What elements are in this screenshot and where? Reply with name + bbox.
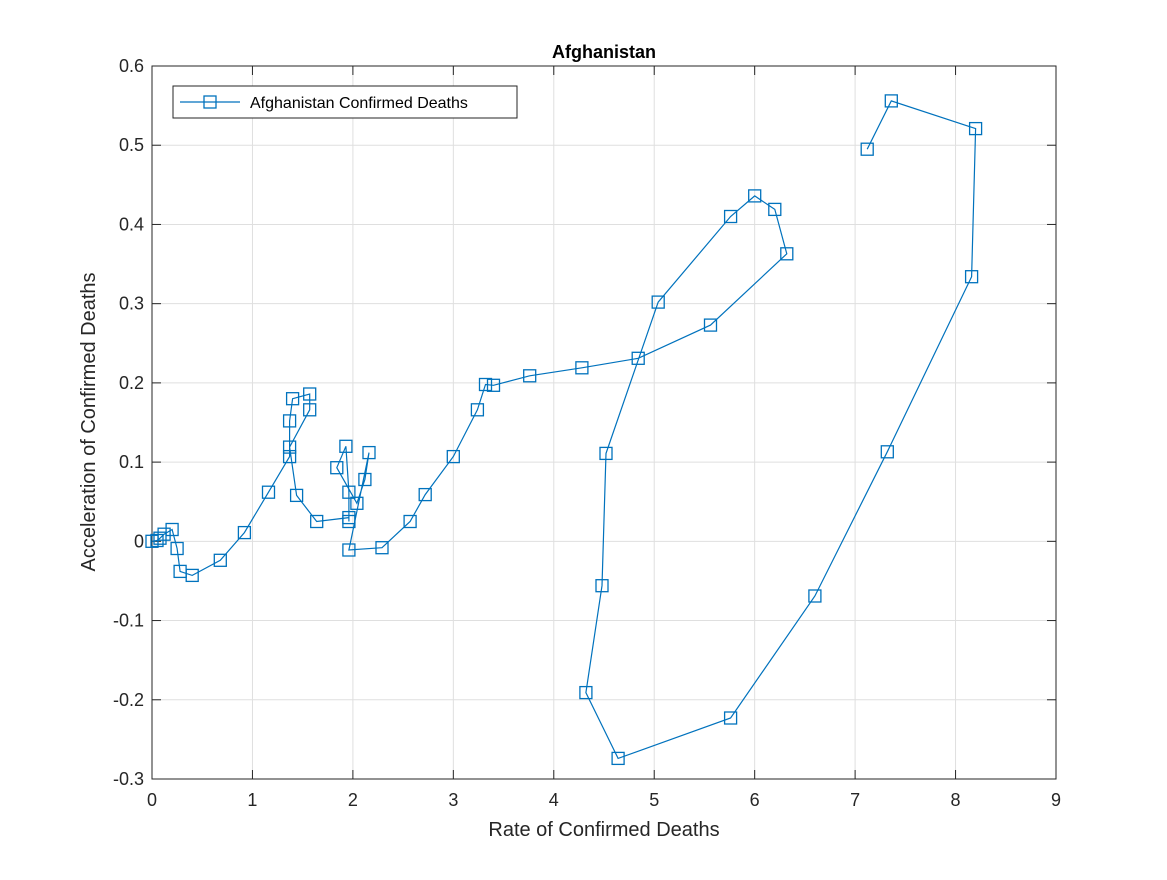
data-point-marker [342,485,356,499]
data-point-marker [651,295,665,309]
data-point-marker [631,351,645,365]
x-tick-label: 1 [247,790,257,810]
data-point-marker [611,751,625,766]
x-tick-label: 8 [951,790,961,810]
y-tick-label: 0.2 [119,373,144,393]
data-point-marker [595,579,609,593]
data-point-marker [478,377,493,392]
series-line [151,100,977,760]
data-point-marker [599,446,613,461]
y-tick-label: 0.6 [119,56,144,76]
data-point-marker [157,527,171,541]
x-tick-label: 5 [649,790,659,810]
data-point-marker [185,568,199,583]
data-point-marker [282,449,297,464]
plot-area [152,66,1056,779]
y-tick-label: -0.1 [113,611,144,631]
x-tick-label: 2 [348,790,358,810]
legend-box [172,85,518,119]
data-point-marker [261,485,276,499]
data-point-marker [523,369,537,383]
data-point-marker [282,440,297,454]
data-point-marker [153,531,167,545]
data-point-marker [808,589,822,603]
y-tick-label: 0.5 [119,135,144,155]
data-point-marker [237,525,252,540]
x-tick-label: 0 [147,790,157,810]
data-point-marker [486,378,501,392]
data-point-marker [303,403,317,417]
data-point-marker [403,514,417,529]
data-point-marker [165,522,179,537]
data-point-marker [310,514,324,529]
y-tick-label: -0.2 [113,690,144,710]
legend: Afghanistan Confirmed Deaths [172,85,518,119]
data-point-marker [780,247,794,261]
x-axis-label: Rate of Confirmed Deaths [488,819,719,841]
data-point-marker [350,496,364,510]
data-point-marker [330,461,344,475]
data-point-marker [723,711,738,725]
y-tick-label: -0.3 [113,769,144,789]
axes-box [151,65,1057,780]
data-point-marker [213,553,227,567]
data-point-marker [884,94,898,108]
x-tick-label: 7 [850,790,860,810]
y-tick-label: 0.4 [119,214,144,234]
data-point-marker [723,209,738,224]
x-tick-label: 4 [549,790,559,810]
y-tick-label: 0.3 [119,294,144,314]
data-point-marker [880,445,894,459]
y-axis-label: Acceleration of Confirmed Deaths [78,272,100,571]
x-tick-label: 6 [750,790,760,810]
data-point-marker [748,189,762,203]
data-series [145,94,983,766]
legend-square-marker [203,95,217,109]
data-point-marker [375,541,389,555]
data-point-marker [303,387,317,401]
data-point-marker [575,361,589,375]
data-point-marker [342,543,356,557]
data-point-marker [860,142,874,156]
data-point-marker [170,541,184,556]
data-point-marker [470,403,485,417]
data-point-marker [446,449,460,464]
y-tick-label: 0.1 [119,452,144,472]
data-point-marker [968,121,983,136]
data-point-marker [145,534,159,548]
data-point-marker [418,487,432,502]
data-point-marker [289,488,304,503]
data-point-marker [964,270,979,284]
x-tick-label: 9 [1051,790,1061,810]
data-point-marker [342,514,356,529]
data-point-marker [282,414,297,428]
data-point-marker [285,392,300,406]
data-point-marker [768,202,782,217]
chart-title: Afghanistan [552,42,656,62]
data-point-marker [362,445,376,460]
data-point-marker [339,439,353,453]
data-point-marker [703,318,718,332]
y-tick-label: 0 [134,531,144,551]
data-point-marker [358,472,372,487]
data-point-marker [579,685,593,700]
axis-ticks: 0 1 2 3 4 5 6 7 8 9 -0.3 -0.2 -0.1 0 0.1 0.2 0.3 0.4 0.5 0.… [113,56,1061,810]
x-tick-label: 3 [448,790,458,810]
legend-entry-label: Afghanistan Confirmed Deaths [250,95,468,112]
